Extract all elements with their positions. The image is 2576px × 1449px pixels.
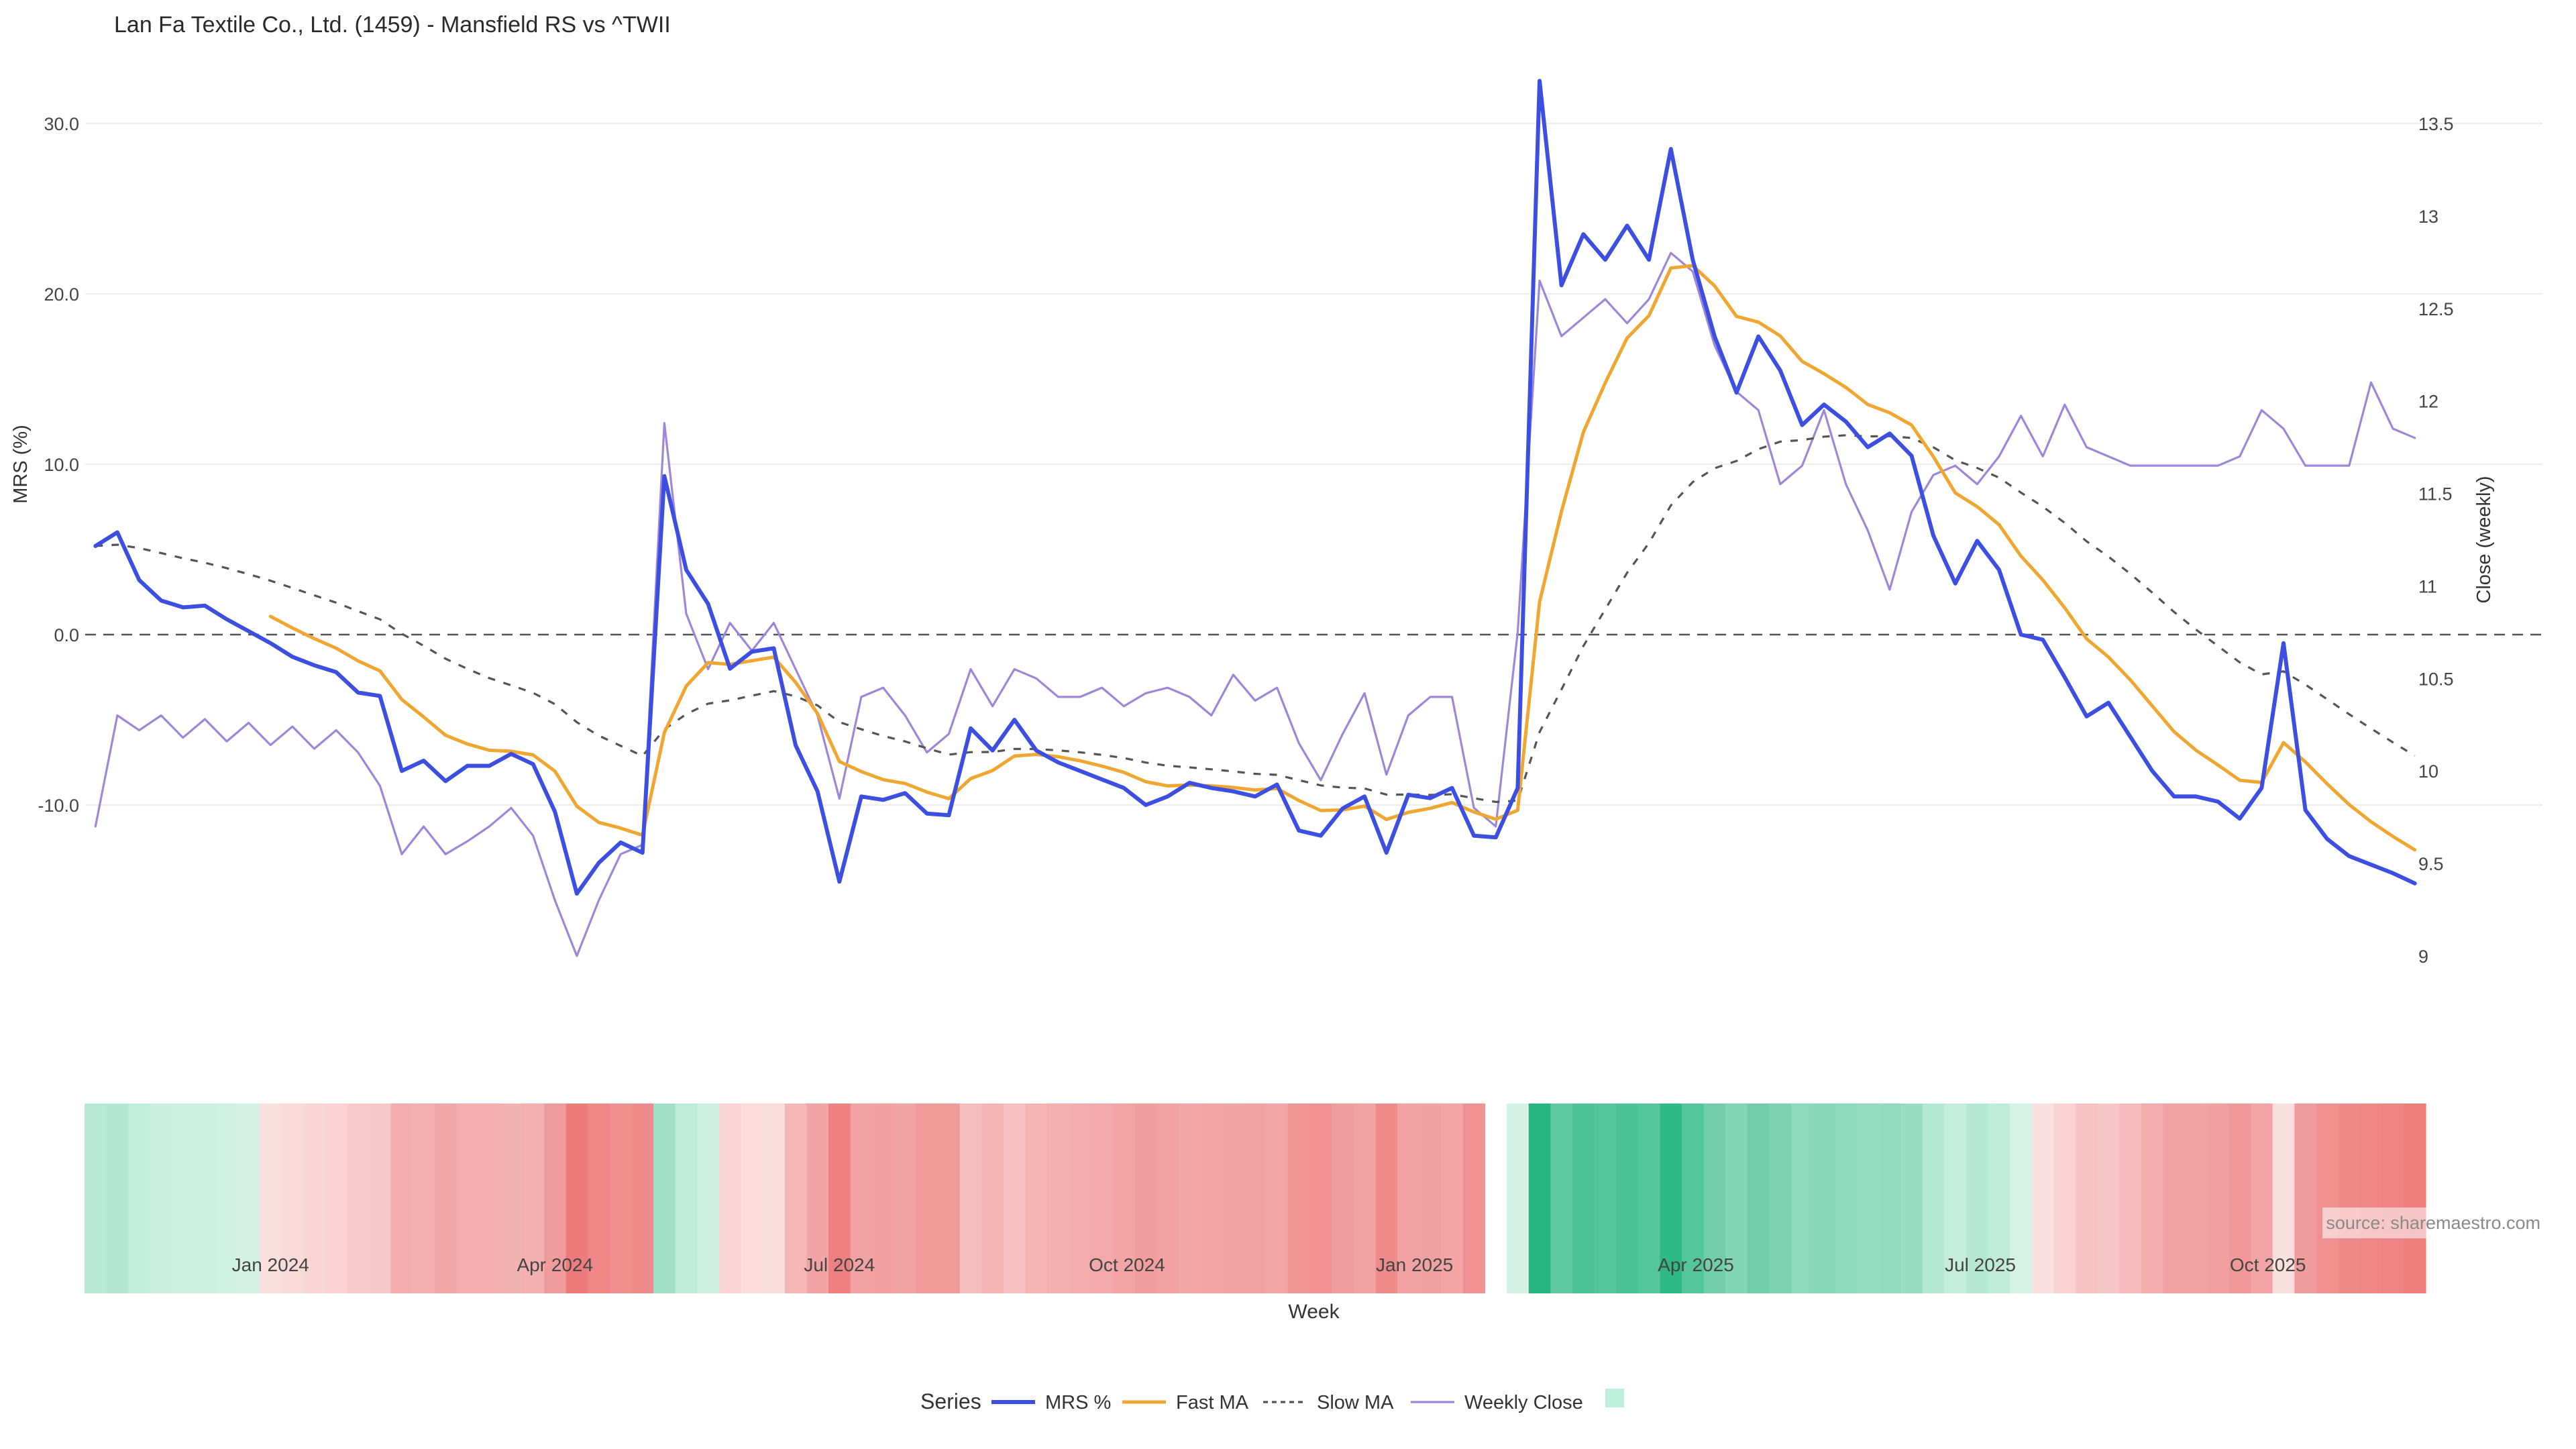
svg-text:Series: Series	[920, 1389, 981, 1413]
svg-text:0.0: 0.0	[54, 625, 79, 645]
svg-text:Slow MA: Slow MA	[1317, 1392, 1394, 1413]
svg-text:Apr 2024: Apr 2024	[517, 1254, 593, 1275]
svg-text:Fast MA: Fast MA	[1176, 1392, 1249, 1413]
svg-text:10.5: 10.5	[2418, 669, 2454, 689]
svg-text:-10.0: -10.0	[38, 796, 79, 816]
svg-text:Apr 2025: Apr 2025	[1658, 1254, 1734, 1275]
svg-text:Oct 2024: Oct 2024	[1089, 1254, 1165, 1275]
svg-text:Week: Week	[1288, 1301, 1340, 1323]
svg-text:10: 10	[2418, 761, 2438, 782]
svg-text:9: 9	[2418, 947, 2428, 967]
svg-text:source: sharemaestro.com: source: sharemaestro.com	[2326, 1213, 2540, 1233]
svg-text:Jan 2025: Jan 2025	[1376, 1254, 1453, 1275]
svg-text:13: 13	[2418, 207, 2438, 227]
svg-text:20.0: 20.0	[44, 284, 79, 305]
svg-text:Close (weekly): Close (weekly)	[2473, 476, 2495, 603]
svg-text:Jul 2024: Jul 2024	[804, 1254, 875, 1275]
svg-text:10.0: 10.0	[44, 455, 79, 475]
svg-text:MRS (%): MRS (%)	[10, 425, 32, 504]
svg-text:12.5: 12.5	[2418, 299, 2454, 319]
svg-text:30.0: 30.0	[44, 114, 79, 134]
svg-text:11.5: 11.5	[2418, 484, 2453, 504]
svg-text:13.5: 13.5	[2418, 114, 2454, 134]
svg-text:Jan 2024: Jan 2024	[232, 1254, 309, 1275]
svg-text:Oct 2025: Oct 2025	[2230, 1254, 2306, 1275]
svg-text:11: 11	[2418, 576, 2437, 596]
svg-text:9.5: 9.5	[2418, 854, 2444, 874]
svg-text:12: 12	[2418, 392, 2438, 412]
svg-text:Jul 2025: Jul 2025	[1945, 1254, 2016, 1275]
svg-text:Weekly Close: Weekly Close	[1464, 1392, 1583, 1413]
svg-text:MRS %: MRS %	[1045, 1392, 1111, 1413]
